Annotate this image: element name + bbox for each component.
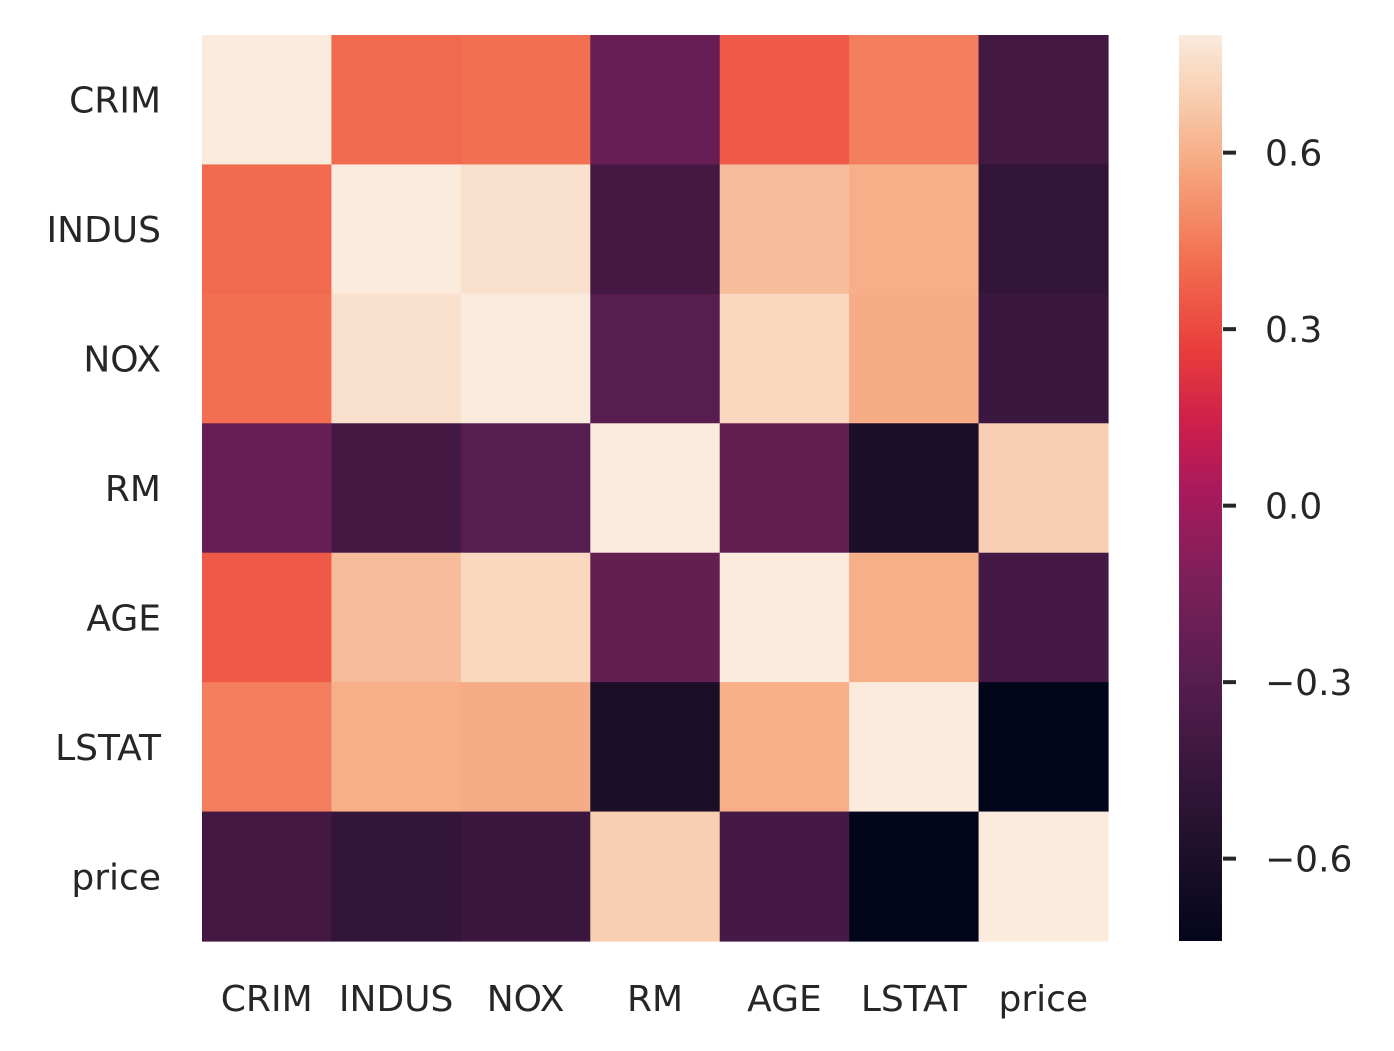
x-tick-label: LSTAT — [861, 979, 968, 1020]
heatmap-cell-INDUS-RM — [590, 164, 721, 295]
heatmap-cell-LSTAT-INDUS — [331, 682, 462, 813]
heatmap-cell-price-CRIM — [202, 811, 333, 942]
heatmap-cell-AGE-LSTAT — [849, 552, 980, 683]
heatmap-cell-INDUS-INDUS — [331, 164, 462, 295]
y-tick-label: NOX — [83, 340, 161, 381]
heatmap-cell-RM-price — [978, 423, 1109, 554]
heatmap-cell-NOX-NOX — [460, 293, 591, 424]
heatmap-cell-price-price — [978, 811, 1109, 942]
heatmap-cells — [202, 35, 1109, 942]
heatmap-cell-RM-CRIM — [202, 423, 333, 554]
x-tick-label: AGE — [747, 979, 822, 1020]
heatmap-cell-INDUS-NOX — [460, 164, 591, 295]
y-tick-label: CRIM — [69, 81, 161, 122]
heatmap-cell-RM-AGE — [719, 423, 850, 554]
heatmap-cell-AGE-price — [978, 552, 1109, 683]
colorbar-ticks: 0.6 0.3 0.0 −0.3 −0.6 — [1223, 134, 1352, 881]
colorbar — [1179, 35, 1222, 941]
y-tick-label: RM — [105, 469, 161, 510]
heatmap-cell-NOX-RM — [590, 293, 721, 424]
heatmap-cell-AGE-CRIM — [202, 552, 333, 683]
heatmap-cell-CRIM-NOX — [460, 35, 591, 166]
y-axis-tick-labels: CRIM INDUS NOX RM AGE LSTAT price — [47, 81, 162, 899]
colorbar-tick-label: 0.3 — [1265, 310, 1322, 351]
heatmap-cell-NOX-LSTAT — [849, 293, 980, 424]
heatmap-cell-RM-INDUS — [331, 423, 462, 554]
heatmap-cell-INDUS-price — [978, 164, 1109, 295]
heatmap-cell-CRIM-INDUS — [331, 35, 462, 166]
heatmap-cell-price-NOX — [460, 811, 591, 942]
heatmap-cell-INDUS-LSTAT — [849, 164, 980, 295]
heatmap-cell-LSTAT-RM — [590, 682, 721, 813]
heatmap-cell-LSTAT-AGE — [719, 682, 850, 813]
heatmap-cell-AGE-RM — [590, 552, 721, 683]
heatmap-cell-price-LSTAT — [849, 811, 980, 942]
heatmap-cell-AGE-AGE — [719, 552, 850, 683]
colorbar-tick-label: 0.6 — [1265, 134, 1322, 175]
heatmap-cell-RM-RM — [590, 423, 721, 554]
x-tick-label: NOX — [487, 979, 565, 1020]
heatmap-cell-RM-LSTAT — [849, 423, 980, 554]
y-tick-label: LSTAT — [55, 728, 162, 769]
heatmap-cell-NOX-price — [978, 293, 1109, 424]
heatmap-cell-AGE-NOX — [460, 552, 591, 683]
heatmap-cell-price-AGE — [719, 811, 850, 942]
heatmap-cell-CRIM-LSTAT — [849, 35, 980, 166]
x-tick-label: INDUS — [339, 979, 453, 1020]
heatmap-cell-AGE-INDUS — [331, 552, 462, 683]
heatmap-cell-LSTAT-NOX — [460, 682, 591, 813]
heatmap-cell-INDUS-AGE — [719, 164, 850, 295]
heatmap-cell-CRIM-AGE — [719, 35, 850, 166]
y-tick-label: AGE — [86, 598, 161, 639]
heatmap-cell-LSTAT-price — [978, 682, 1109, 813]
heatmap-cell-LSTAT-CRIM — [202, 682, 333, 813]
heatmap-cell-price-RM — [590, 811, 721, 942]
heatmap-cell-CRIM-CRIM — [202, 35, 333, 166]
y-tick-label: price — [71, 857, 161, 898]
x-axis-tick-labels: CRIM INDUS NOX RM AGE LSTAT price — [221, 979, 1088, 1020]
colorbar-tick-label: 0.0 — [1265, 487, 1322, 528]
heatmap-cell-INDUS-CRIM — [202, 164, 333, 295]
heatmap-cell-CRIM-price — [978, 35, 1109, 166]
heatmap-cell-NOX-INDUS — [331, 293, 462, 424]
heatmap-cell-CRIM-RM — [590, 35, 721, 166]
y-tick-label: INDUS — [47, 210, 161, 251]
colorbar-tick-label: −0.6 — [1265, 840, 1352, 881]
colorbar-tick-label: −0.3 — [1265, 663, 1352, 704]
heatmap-cell-NOX-CRIM — [202, 293, 333, 424]
heatmap-cell-price-INDUS — [331, 811, 462, 942]
heatmap-cell-LSTAT-LSTAT — [849, 682, 980, 813]
x-tick-label: price — [998, 979, 1088, 1020]
heatmap-cell-RM-NOX — [460, 423, 591, 554]
heatmap-cell-NOX-AGE — [719, 293, 850, 424]
x-tick-label: RM — [627, 979, 683, 1020]
x-tick-label: CRIM — [221, 979, 313, 1020]
